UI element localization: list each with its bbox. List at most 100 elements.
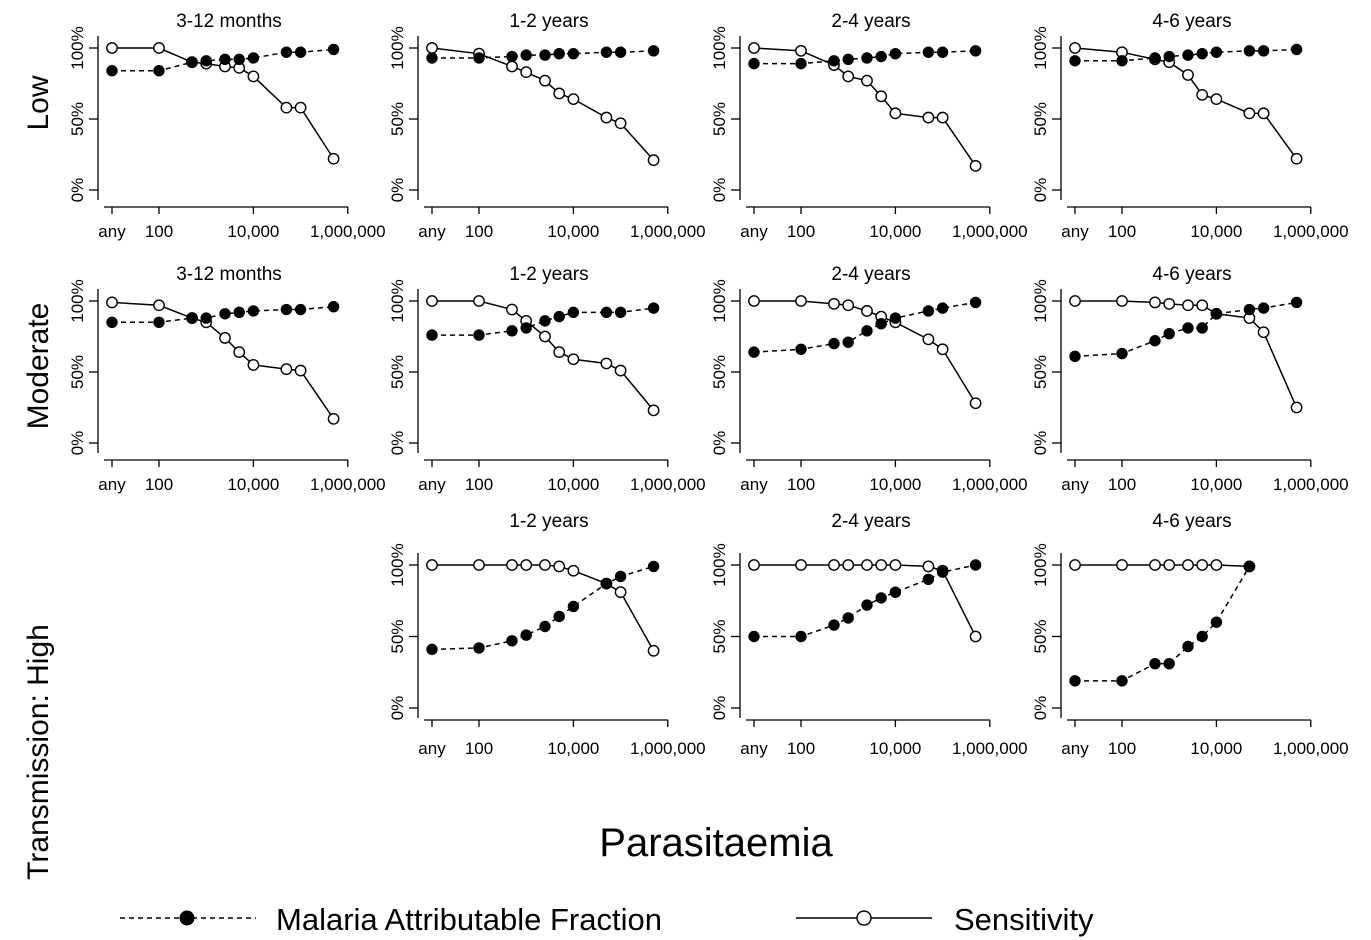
maf-point: [247, 52, 260, 64]
panels-group: 3-12 months 0% 50% 100% any 100 10,000 1,000,00…: [68, 11, 1349, 758]
legend-sens-label: Sensitivity: [954, 902, 1094, 937]
sensitivity-point: [1290, 401, 1303, 414]
maf-point: [539, 315, 551, 327]
panel-0-2: 2-4 years 0% 50% 100% any 100 10,000 1,000,000: [710, 11, 1028, 241]
panel-0-0: 3-12 months 0% 50% 100% any 100 10,000 1,000,00…: [68, 11, 386, 241]
sensitivity-point: [861, 74, 873, 87]
maf-point: [327, 43, 340, 56]
maf-series-line: [754, 564, 976, 638]
maf-point: [1163, 327, 1175, 340]
maf-point: [219, 308, 231, 320]
sensitivity-point: [473, 295, 485, 307]
sensitivity-point: [426, 42, 438, 54]
sensitivity-point: [922, 111, 935, 124]
sensitivity-point: [969, 397, 982, 410]
y-tick-label: 0%: [1031, 178, 1050, 203]
maf-point: [1210, 308, 1223, 320]
x-tick-label: 10,000: [547, 739, 599, 758]
maf-series-line: [754, 50, 976, 65]
sensitivity-point: [153, 42, 165, 54]
y-tick-label: 100%: [68, 26, 87, 69]
panel-title: 1-2 years: [509, 11, 588, 32]
sensitivity-point: [1196, 559, 1209, 571]
sensitivity-point: [1210, 559, 1223, 571]
maf-point: [233, 306, 245, 319]
maf-point: [1069, 55, 1081, 67]
panel-title: 2-4 years: [831, 264, 910, 285]
sensitivity-point: [1257, 326, 1270, 339]
y-tick-label: 50%: [68, 355, 87, 389]
maf-point: [795, 343, 807, 355]
maf-point: [647, 45, 660, 57]
maf-point: [842, 612, 854, 624]
maf-point: [153, 316, 165, 328]
maf-point: [936, 302, 949, 314]
panel-2-2: 4-6 years 0% 50% 100% any 100 10,000 1,000,000: [1031, 511, 1349, 758]
x-tick-label: 1,000,000: [1273, 739, 1349, 758]
sensitivity-point: [1149, 559, 1161, 571]
sensitivity-point: [647, 644, 660, 657]
maf-point: [748, 346, 760, 358]
legend-maf-label: Malaria Attributable Fraction: [276, 902, 662, 937]
y-tick-label: 100%: [1031, 279, 1050, 322]
maf-point: [936, 46, 949, 58]
sensitivity-point: [795, 44, 807, 57]
maf-point: [1116, 675, 1128, 687]
y-tick-label: 0%: [710, 431, 729, 456]
sensitivity-point: [600, 111, 613, 124]
maf-series-line: [112, 48, 334, 72]
sensitivity-point: [327, 152, 340, 165]
sensitivity-point: [1210, 93, 1223, 106]
row-label-moderate: Moderate: [22, 303, 55, 430]
panel-1-2: 2-4 years 0% 50% 100% any 100 10,000 1,000,000: [710, 264, 1028, 494]
sensitivity-series-line: [432, 300, 655, 411]
maf-series-line: [753, 301, 976, 353]
maf-point: [233, 53, 245, 66]
maf-point: [1196, 322, 1208, 334]
maf-point: [889, 312, 902, 324]
sensitivity-series-line: [1074, 47, 1298, 160]
sensitivity-point: [1163, 559, 1176, 571]
x-tick-label: 10,000: [227, 475, 279, 494]
sensitivity-point: [614, 586, 627, 599]
sensitivity-point: [795, 559, 807, 571]
maf-point: [567, 306, 580, 319]
x-tick-label: 10,000: [1190, 222, 1242, 241]
sensitivity-point: [1182, 299, 1194, 312]
maf-point: [795, 57, 807, 70]
x-tick-label: any: [1061, 222, 1089, 241]
x-tick-label: 10,000: [869, 739, 921, 758]
sensitivity-point: [1182, 559, 1194, 571]
x-tick-label: 10,000: [869, 475, 921, 494]
x-tick-label: 10,000: [1190, 475, 1242, 494]
sensitivity-point: [1196, 299, 1209, 312]
y-tick-label: 0%: [388, 431, 407, 456]
sensitivity-series-line: [432, 564, 655, 652]
maf-point: [1196, 47, 1208, 60]
maf-series-line: [1075, 48, 1297, 62]
maf-point: [1196, 630, 1208, 643]
x-tick-label: 1,000,000: [630, 739, 706, 758]
sensitivity-point: [828, 559, 840, 571]
sensitivity-point: [280, 363, 293, 376]
x-tick-label: 1,000,000: [310, 222, 386, 241]
x-tick-label: 10,000: [1190, 739, 1242, 758]
maf-point: [247, 305, 260, 317]
y-tick-label: 0%: [68, 178, 87, 203]
y-tick-label: 50%: [388, 619, 407, 653]
maf-point: [1210, 616, 1223, 628]
sensitivity-point: [1149, 296, 1161, 309]
y-tick-label: 0%: [1031, 696, 1050, 721]
y-tick-label: 50%: [1031, 619, 1050, 653]
sensitivity-series-line: [754, 564, 977, 637]
sensitivity-point: [1069, 42, 1081, 54]
sensitivity-point: [647, 154, 660, 167]
sensitivity-point: [889, 559, 902, 571]
maf-point: [1149, 335, 1161, 347]
maf-point: [748, 57, 760, 70]
y-tick-label: 50%: [68, 102, 87, 136]
sensitivity-point: [520, 66, 533, 79]
panel-1-0: 3-12 months 0% 50% 100% any 100 10,000 1,000,00…: [68, 264, 386, 494]
sensitivity-series-line: [1075, 300, 1298, 408]
x-tick-label: 1,000,000: [630, 222, 706, 241]
